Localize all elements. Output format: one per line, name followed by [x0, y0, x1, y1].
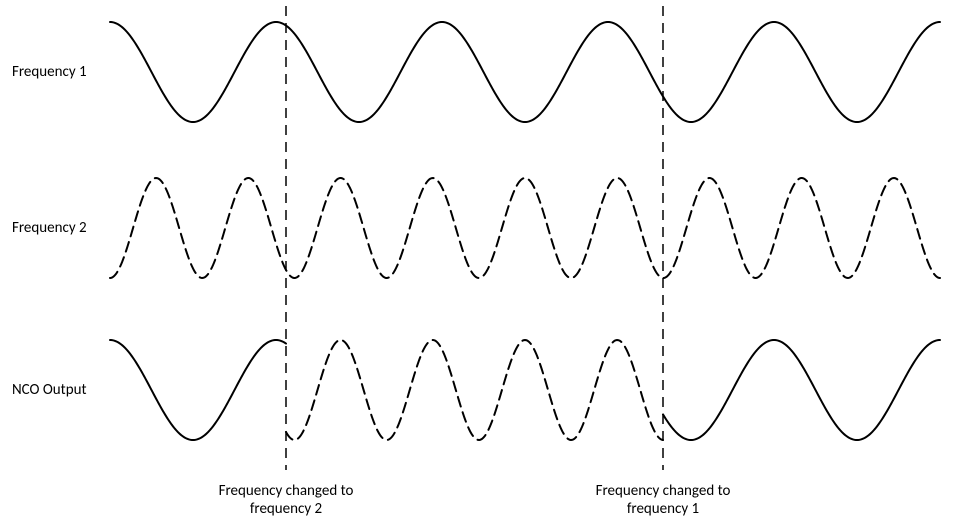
bottom-label-v2: Frequency changed to frequency 1 [596, 482, 731, 518]
row-label-freq2: Frequency 2 [12, 219, 87, 237]
bottom-label-v1: Frequency changed to frequency 2 [219, 482, 354, 518]
row-label-nco: NCO Output [12, 381, 87, 399]
diagram-stage: Frequency 1 Frequency 2 NCO Output Frequ… [0, 0, 959, 522]
waveform-plot [0, 0, 959, 522]
row-label-freq1: Frequency 1 [12, 63, 87, 81]
